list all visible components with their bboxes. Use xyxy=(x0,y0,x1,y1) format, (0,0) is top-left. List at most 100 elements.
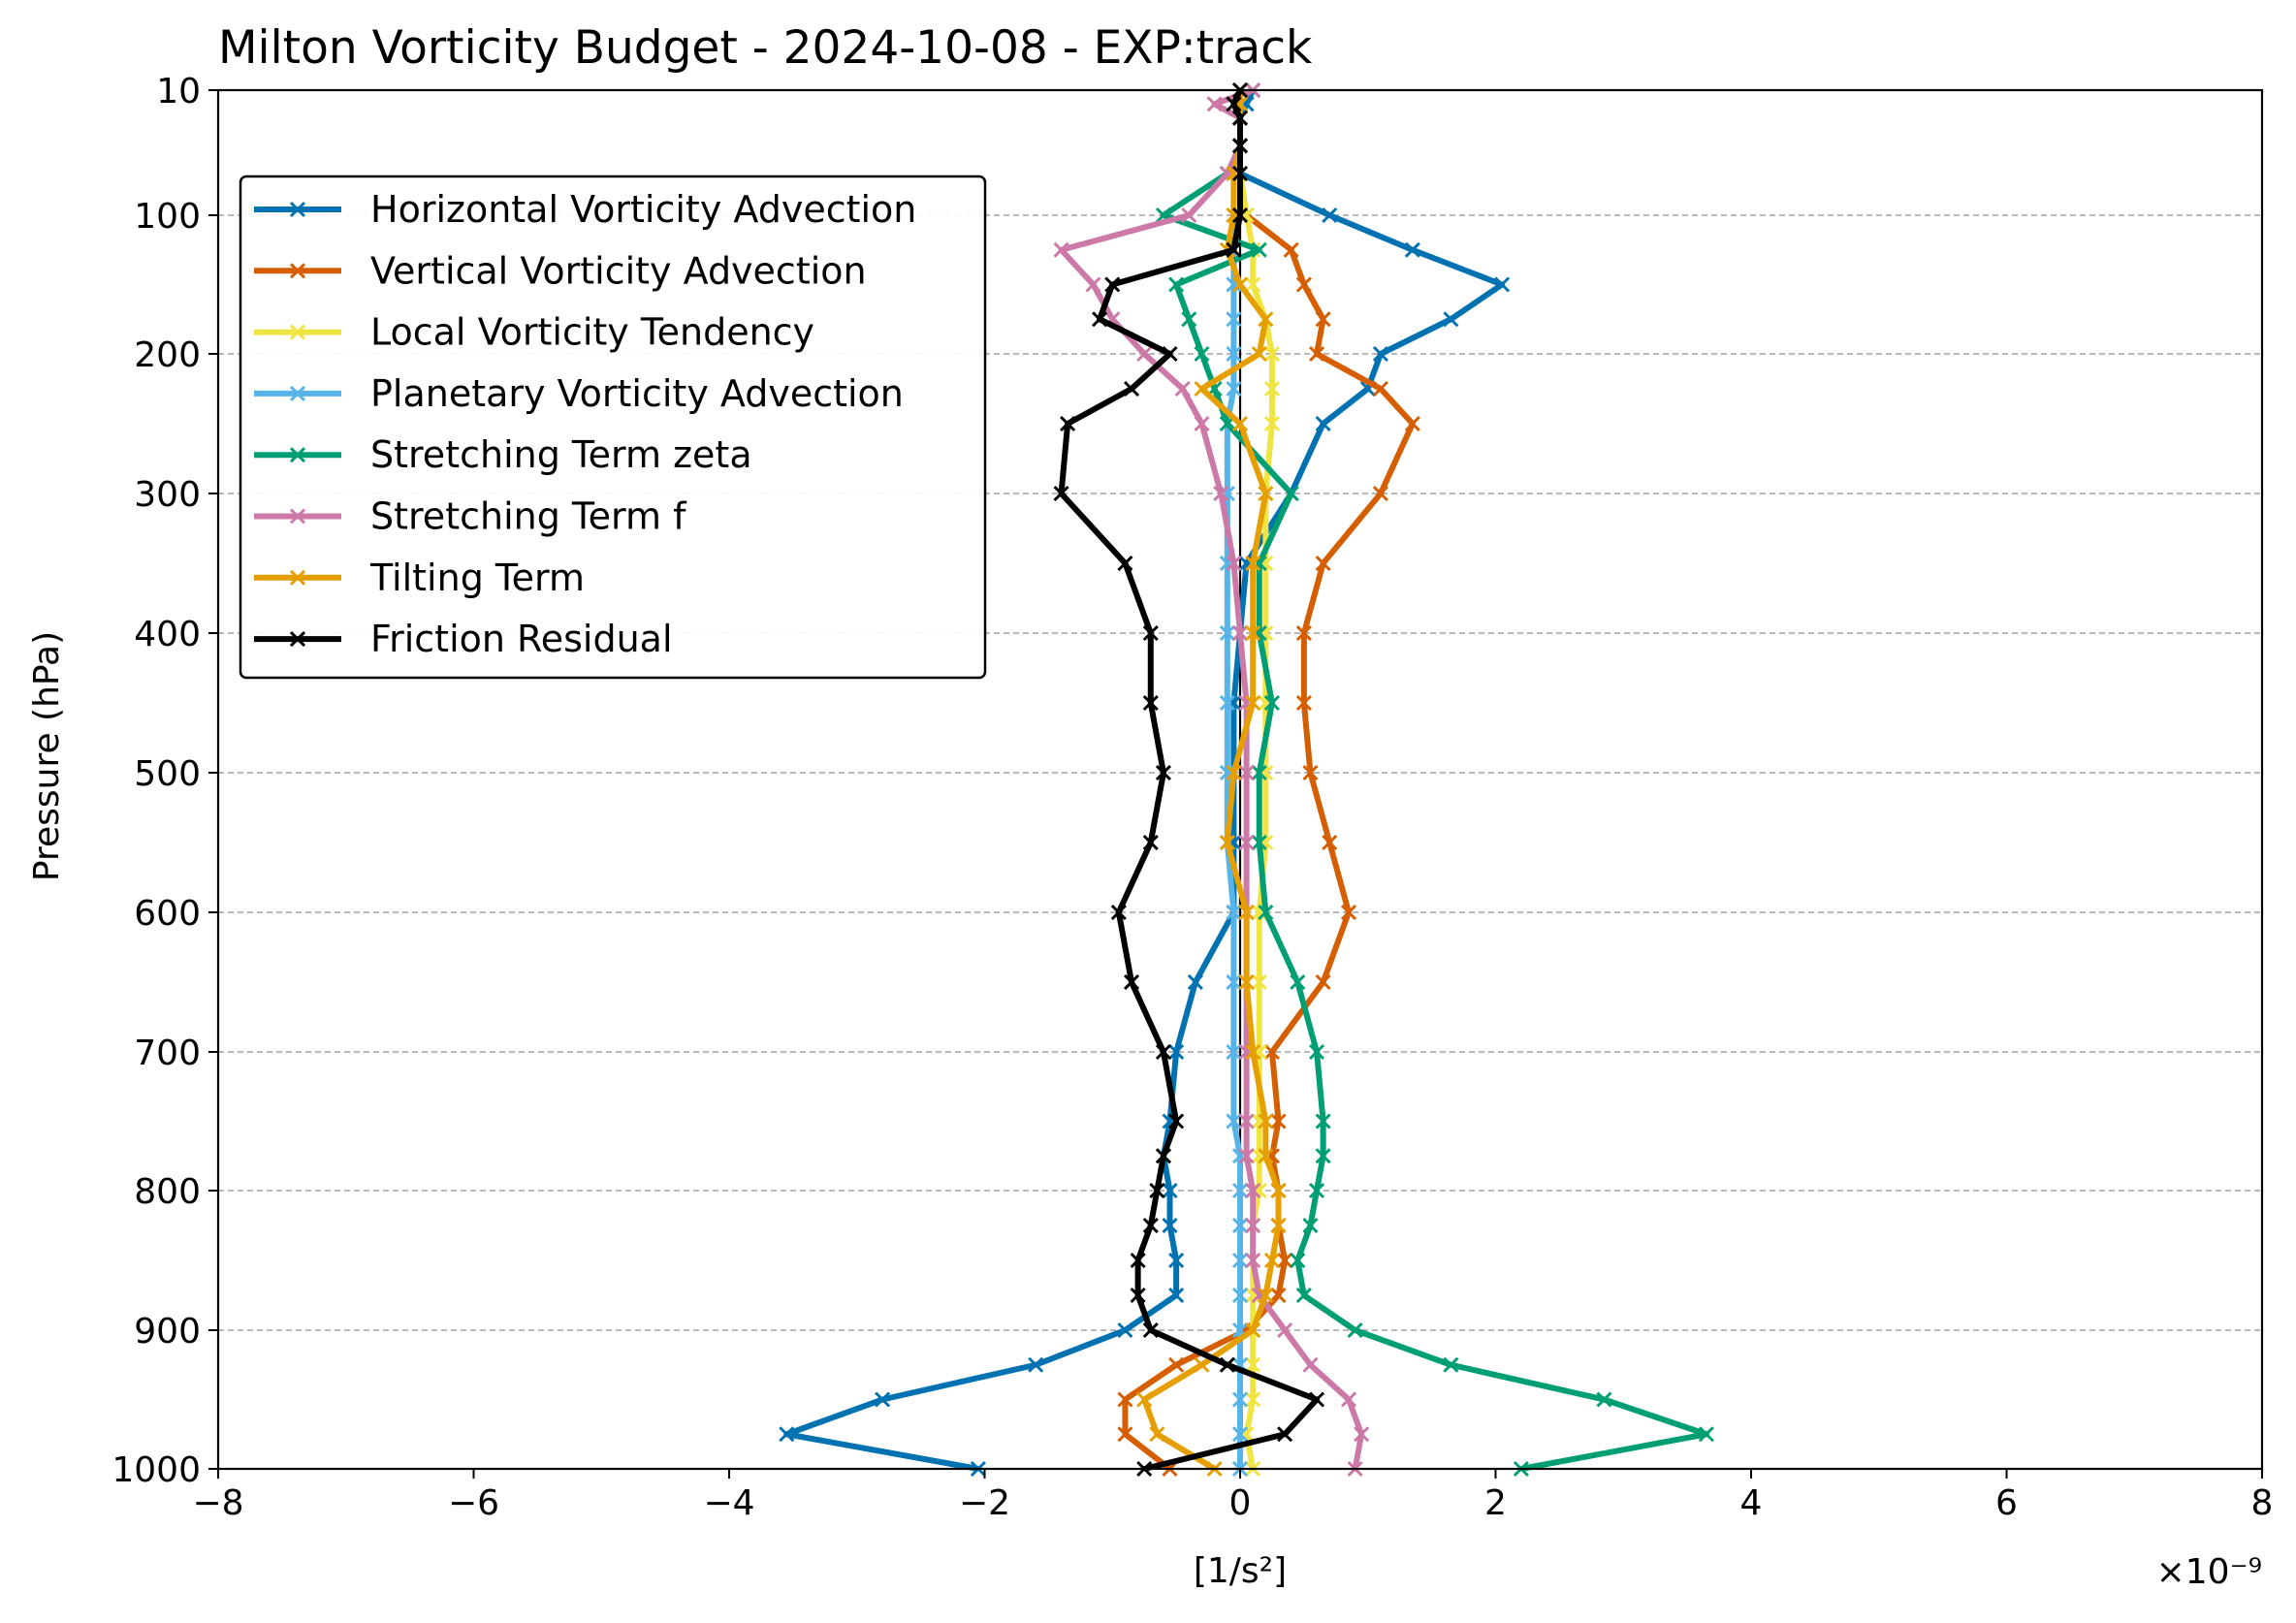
point-1-7 xyxy=(1295,276,1312,293)
point-1-12 xyxy=(1372,485,1388,502)
point-4-22 xyxy=(1315,1148,1331,1164)
point-5-25 xyxy=(1245,1252,1261,1269)
chart-title: Milton Vorticity Budget - 2024-10-08 - E… xyxy=(218,21,1313,75)
point-1-21 xyxy=(1270,1113,1287,1130)
point-0-8 xyxy=(1443,311,1459,328)
point-0-26 xyxy=(1168,1287,1185,1304)
point-7-6 xyxy=(1226,241,1242,258)
point-1-17 xyxy=(1322,834,1338,851)
legend-marker-1 xyxy=(289,263,306,279)
point-0-29 xyxy=(875,1391,891,1408)
point-3-15 xyxy=(1219,694,1235,712)
point-0-24 xyxy=(1162,1217,1178,1234)
series-line-0 xyxy=(783,88,1506,1472)
point-7-22 xyxy=(1155,1148,1172,1164)
series-7 xyxy=(1053,81,1325,1478)
point-5-22 xyxy=(1238,1148,1255,1164)
point-5-23 xyxy=(1245,1182,1261,1199)
legend-item-5: Stretching Term f xyxy=(254,495,687,538)
point-7-9 xyxy=(1162,345,1178,363)
point-5-10 xyxy=(1174,380,1191,398)
y-axis-label: Pressure (hPa) xyxy=(27,631,67,881)
point-7-26 xyxy=(1130,1287,1146,1304)
point-7-2 xyxy=(1231,110,1249,126)
point-6-21 xyxy=(1258,1113,1274,1130)
point-7-8 xyxy=(1092,311,1108,328)
point-6-30 xyxy=(1149,1426,1165,1443)
series-layer xyxy=(779,81,1714,1478)
point-6-23 xyxy=(1270,1182,1287,1199)
point-6-27 xyxy=(1245,1321,1261,1339)
legend-label-3: Planetary Vorticity Advection xyxy=(370,372,904,415)
point-0-28 xyxy=(1028,1356,1044,1373)
point-4-21 xyxy=(1315,1113,1331,1130)
y-tick-label: 500 xyxy=(134,754,201,794)
series-5 xyxy=(1053,81,1370,1478)
x-tick-label: 0 xyxy=(1229,1483,1252,1523)
point-3-19 xyxy=(1226,973,1242,991)
y-tick-label: 300 xyxy=(134,475,201,515)
point-6-19 xyxy=(1238,973,1255,991)
point-7-23 xyxy=(1149,1182,1165,1199)
point-7-27 xyxy=(1142,1321,1159,1339)
point-7-28 xyxy=(1219,1356,1235,1373)
x-tick-label: −2 xyxy=(959,1483,1010,1523)
y-tick-label: 900 xyxy=(134,1312,201,1352)
point-7-16 xyxy=(1155,764,1172,781)
y-tick-label: 400 xyxy=(134,615,201,654)
point-6-8 xyxy=(1258,311,1274,328)
series-line-7 xyxy=(1058,88,1321,1472)
point-5-24 xyxy=(1245,1217,1261,1234)
point-7-5 xyxy=(1231,207,1249,224)
point-3-23 xyxy=(1231,1182,1249,1199)
point-1-16 xyxy=(1302,764,1319,781)
y-tick-label: 700 xyxy=(134,1034,201,1073)
point-6-16 xyxy=(1226,764,1242,781)
legend-label-2: Local Vorticity Tendency xyxy=(370,311,814,354)
point-3-25 xyxy=(1231,1252,1249,1269)
point-0-7 xyxy=(1494,276,1511,293)
point-2-28 xyxy=(1245,1356,1261,1373)
y-tick-label: 100 xyxy=(134,197,201,237)
y-tick-label: 10 xyxy=(156,72,201,111)
legend-label-1: Vertical Vorticity Advection xyxy=(370,249,867,292)
point-5-16 xyxy=(1238,764,1255,781)
x-tick-label: −6 xyxy=(448,1483,499,1523)
point-2-11 xyxy=(1263,415,1281,432)
point-1-11 xyxy=(1404,415,1420,432)
point-4-12 xyxy=(1283,485,1299,502)
point-2-9 xyxy=(1263,345,1281,363)
point-5-1 xyxy=(1206,96,1223,112)
point-1-18 xyxy=(1340,904,1357,921)
point-7-15 xyxy=(1142,694,1159,712)
y-tick-label: 1000 xyxy=(112,1450,201,1490)
legend-item-2: Local Vorticity Tendency xyxy=(254,311,814,354)
point-7-11 xyxy=(1060,415,1076,432)
series-line-4 xyxy=(1160,90,1709,1472)
legend-item-1: Vertical Vorticity Advection xyxy=(254,249,867,292)
point-0-5 xyxy=(1322,207,1338,224)
point-5-13 xyxy=(1226,555,1242,572)
point-7-7 xyxy=(1104,276,1121,293)
point-1-25 xyxy=(1277,1252,1293,1269)
point-6-13 xyxy=(1245,555,1261,572)
point-4-27 xyxy=(1347,1321,1363,1339)
x-tick-label: −8 xyxy=(192,1483,243,1523)
legend-item-0: Horizontal Vorticity Advection xyxy=(254,188,916,231)
point-6-25 xyxy=(1263,1252,1281,1269)
legend-box xyxy=(239,175,987,680)
point-0-6 xyxy=(1404,241,1420,258)
point-0-30 xyxy=(779,1426,795,1443)
point-7-30 xyxy=(1277,1426,1293,1443)
x-tick-label: 8 xyxy=(2251,1483,2274,1523)
point-0-19 xyxy=(1187,973,1203,991)
point-7-24 xyxy=(1142,1217,1159,1234)
point-6-20 xyxy=(1245,1043,1261,1061)
point-0-25 xyxy=(1168,1252,1185,1269)
point-7-14 xyxy=(1142,624,1159,642)
point-6-9 xyxy=(1251,345,1267,363)
point-1-26 xyxy=(1270,1287,1287,1304)
x-tick-label: 2 xyxy=(1484,1483,1507,1523)
